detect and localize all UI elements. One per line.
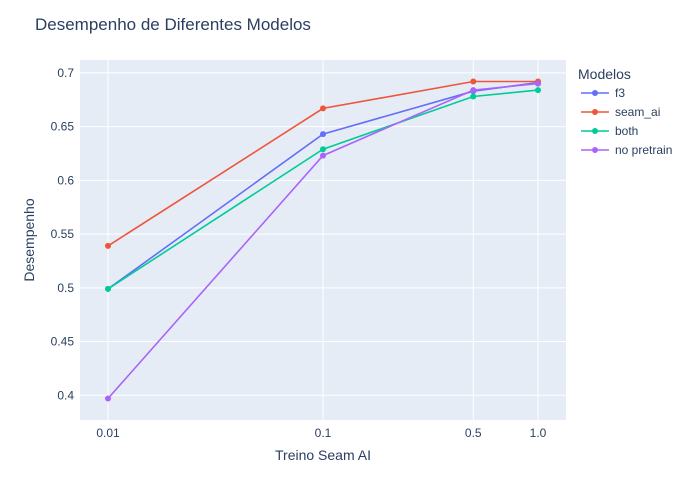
legend-label: both (615, 124, 638, 138)
legend-marker (592, 90, 598, 96)
legend-item-both[interactable]: both (581, 124, 638, 138)
x-tick-label: 1.0 (530, 426, 547, 440)
y-axis-ticks: 0.4 0.45 0.5 0.55 0.6 0.65 0.7 (51, 66, 75, 402)
series-line-seam-ai (107, 80, 538, 247)
data-point (470, 87, 477, 94)
data-point (320, 105, 326, 112)
x-axis-label: Treino Seam AI (275, 447, 371, 463)
series-line-no-pretrain (107, 82, 539, 400)
y-tick-label: 0.45 (51, 335, 75, 349)
legend-marker (592, 128, 598, 134)
series-lines (105, 78, 541, 402)
y-tick-label: 0.4 (57, 388, 74, 402)
chart-title: Desempenho de Diferentes Modelos (35, 15, 311, 34)
x-axis-ticks: 0.01 0.1 0.5 1.0 (96, 426, 546, 440)
data-point (535, 80, 541, 87)
legend-item-seam-ai[interactable]: seam_ai (581, 105, 660, 119)
data-point (535, 87, 541, 94)
y-tick-label: 0.5 (57, 281, 74, 295)
legend-label: no pretrain (615, 143, 672, 157)
y-tick-label: 0.65 (51, 120, 75, 134)
legend-label: seam_ai (615, 105, 660, 119)
data-point (470, 93, 477, 100)
series-no-pretrain (105, 80, 541, 402)
legend-label: f3 (615, 86, 625, 100)
data-point (105, 285, 111, 292)
data-point (320, 131, 326, 138)
legend-marker (592, 147, 598, 153)
data-point (105, 395, 111, 402)
y-tick-label: 0.6 (57, 173, 74, 187)
gridlines (80, 60, 566, 420)
data-point (470, 78, 477, 85)
data-point (105, 242, 111, 249)
legend-title: Modelos (578, 66, 631, 82)
x-tick-label: 0.01 (96, 426, 120, 440)
y-tick-label: 0.7 (57, 66, 74, 80)
x-tick-label: 0.5 (465, 426, 482, 440)
data-point (320, 146, 326, 153)
y-tick-label: 0.55 (51, 227, 75, 241)
y-axis-label: Desempenho (21, 198, 37, 281)
data-point (320, 152, 326, 159)
legend-item-f3[interactable]: f3 (581, 86, 625, 100)
legend-item-no-pretrain[interactable]: no pretrain (581, 143, 672, 157)
x-tick-label: 0.1 (315, 426, 332, 440)
legend-marker (592, 109, 598, 115)
